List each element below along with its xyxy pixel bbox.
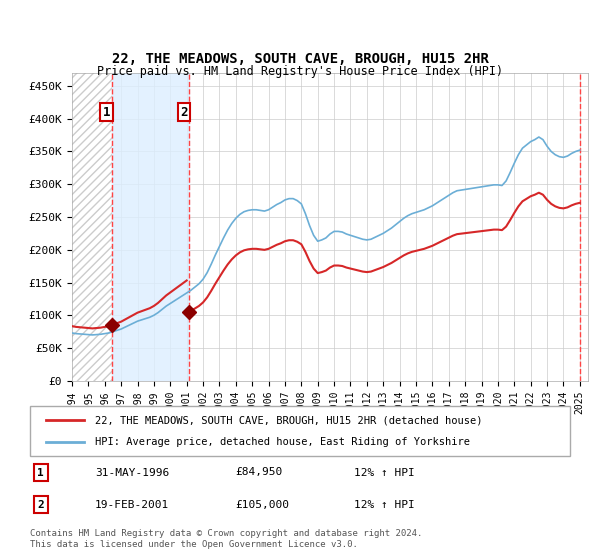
- Bar: [72, 73, 112, 381]
- Text: 22, THE MEADOWS, SOUTH CAVE, BROUGH, HU15 2HR: 22, THE MEADOWS, SOUTH CAVE, BROUGH, HU1…: [112, 52, 488, 66]
- Bar: [112, 73, 189, 381]
- Text: 12% ↑ HPI: 12% ↑ HPI: [354, 500, 415, 510]
- Text: 2: 2: [37, 500, 44, 510]
- Text: 22, THE MEADOWS, SOUTH CAVE, BROUGH, HU15 2HR (detached house): 22, THE MEADOWS, SOUTH CAVE, BROUGH, HU1…: [95, 415, 482, 425]
- Bar: [72, 73, 112, 381]
- FancyBboxPatch shape: [30, 406, 570, 456]
- Text: 1: 1: [103, 106, 110, 119]
- Text: 1: 1: [37, 468, 44, 478]
- Text: 2: 2: [180, 106, 188, 119]
- Text: Contains HM Land Registry data © Crown copyright and database right 2024.
This d: Contains HM Land Registry data © Crown c…: [30, 529, 422, 549]
- Text: 12% ↑ HPI: 12% ↑ HPI: [354, 468, 415, 478]
- Text: £105,000: £105,000: [235, 500, 289, 510]
- Text: 19-FEB-2001: 19-FEB-2001: [95, 500, 169, 510]
- Text: £84,950: £84,950: [235, 468, 283, 478]
- Text: HPI: Average price, detached house, East Riding of Yorkshire: HPI: Average price, detached house, East…: [95, 437, 470, 447]
- Text: Price paid vs. HM Land Registry's House Price Index (HPI): Price paid vs. HM Land Registry's House …: [97, 64, 503, 78]
- Text: 31-MAY-1996: 31-MAY-1996: [95, 468, 169, 478]
